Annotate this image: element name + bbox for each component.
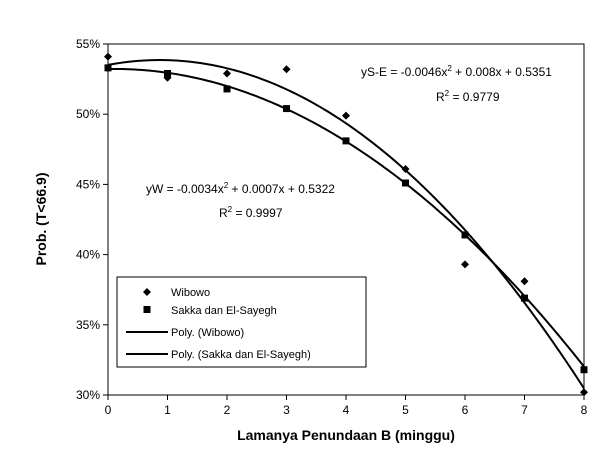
point-wibowo	[461, 260, 469, 269]
point-wibowo	[401, 164, 410, 173]
y-tick-label: 55%	[76, 37, 100, 51]
point-wibowo	[104, 52, 112, 61]
y-axis-ticks: 30% 35% 40% 45% 50% 55%	[76, 37, 108, 402]
legend-diamond-icon	[143, 288, 151, 296]
x-tick-label: 1	[164, 403, 171, 417]
point-sakka	[164, 69, 171, 77]
legend-label-sakka: Sakka dan El-Sayegh	[171, 305, 277, 317]
legend-box	[116, 276, 367, 368]
y-tick-label: 35%	[76, 318, 100, 332]
legend-label-wibowo: Wibowo	[171, 287, 210, 299]
point-wibowo	[223, 69, 231, 78]
x-tick-label: 0	[105, 403, 112, 417]
se-equation: yS-E = -0.0046x2 + 0.008x + 0.5351	[361, 64, 552, 79]
x-tick-label: 2	[224, 403, 231, 417]
point-sakka	[342, 137, 350, 145]
x-axis-title: Lamanya Penundaan B (minggu)	[237, 427, 455, 443]
legend-square-icon	[143, 306, 151, 313]
x-tick-label: 6	[462, 403, 469, 417]
y-tick-label: 50%	[76, 107, 100, 121]
y-tick-label: 40%	[76, 248, 100, 262]
x-tick-label: 4	[343, 403, 350, 417]
point-wibowo	[580, 388, 588, 397]
y-tick-label: 45%	[76, 177, 100, 191]
legend-label-poly-sakka: Poly. (Sakka dan El-Sayegh)	[171, 349, 311, 361]
point-wibowo	[342, 111, 350, 120]
point-sakka	[104, 64, 112, 72]
point-sakka	[521, 294, 528, 302]
x-axis-ticks: 0 1 2 3 4 5 6 7 8	[105, 395, 588, 417]
x-tick-label: 3	[283, 403, 290, 417]
point-wibowo	[520, 277, 529, 286]
point-sakka	[580, 366, 588, 374]
trendline-0	[107, 59, 585, 389]
x-tick-label: 8	[581, 403, 588, 417]
data-points	[104, 52, 588, 397]
y-tick-label: 30%	[76, 388, 100, 402]
x-tick-label: 5	[402, 403, 409, 417]
y-axis-title: Prob. (T<66.9)	[33, 173, 49, 266]
point-sakka	[223, 85, 231, 93]
w-r-squared: R2 = 0.9997	[219, 205, 283, 220]
legend-label-poly-wibowo: Poly. (Wibowo)	[171, 327, 244, 339]
point-sakka	[461, 231, 469, 239]
se-r-squared: R2 = 0.9779	[436, 89, 500, 104]
point-sakka	[402, 179, 409, 187]
legend: Wibowo Sakka dan El-Sayegh Poly. (Wibowo…	[116, 276, 367, 368]
w-equation: yW = -0.0034x2 + 0.0007x + 0.5322	[146, 181, 335, 196]
x-tick-label: 7	[521, 403, 528, 417]
point-wibowo	[282, 65, 291, 74]
point-sakka	[283, 105, 290, 113]
